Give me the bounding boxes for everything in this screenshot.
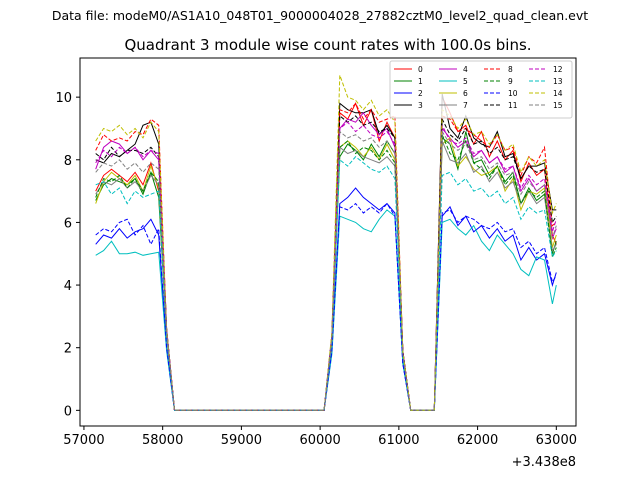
data-file-label: Data file: modeM0/AS1A10_048T01_90000040…: [52, 8, 588, 23]
legend-label-9: 9: [508, 77, 513, 86]
x-tick-label: 59000: [221, 433, 262, 448]
x-tick-label: 61000: [378, 433, 419, 448]
legend-label-5: 5: [463, 77, 468, 86]
x-axis: 57000 58000 59000 60000 61000 62000 63000: [63, 426, 577, 448]
legend-label-8: 8: [508, 65, 513, 74]
legend-label-6: 6: [463, 89, 468, 98]
series-line-14: [95, 75, 557, 411]
legend-label-0: 0: [418, 65, 423, 74]
plot-frame: [79, 57, 577, 427]
y-tick-label: 0: [64, 404, 72, 419]
legend-label-2: 2: [418, 89, 423, 98]
legend-label-14: 14: [553, 89, 563, 98]
legend-label-12: 12: [553, 65, 563, 74]
x-offset-label: +3.438e8: [512, 455, 576, 470]
legend-label-10: 10: [508, 89, 518, 98]
series-line-12: [95, 121, 557, 411]
legend-label-13: 13: [553, 77, 563, 86]
x-tick-label: 63000: [536, 433, 577, 448]
series-line-0: [95, 96, 557, 411]
legend-label-1: 1: [418, 77, 423, 86]
legend-label-7: 7: [463, 101, 468, 110]
y-axis: 0 2 4 6 8 10: [55, 91, 80, 419]
series-line-13: [95, 156, 557, 411]
legend-label-15: 15: [553, 101, 563, 110]
chart-title: Quadrant 3 module wise count rates with …: [124, 36, 531, 54]
series-line-4: [95, 111, 557, 411]
y-tick-label: 2: [64, 342, 72, 357]
series-lines: [95, 75, 557, 411]
series-line-3: [95, 93, 557, 411]
legend-box: [389, 60, 573, 119]
y-tick-label: 8: [64, 154, 72, 169]
y-tick-label: 6: [64, 216, 72, 231]
series-line-15: [95, 129, 557, 411]
legend-label-11: 11: [508, 101, 518, 110]
legend-label-4: 4: [463, 65, 468, 74]
x-tick-label: 62000: [457, 433, 498, 448]
x-tick-label: 57000: [63, 433, 104, 448]
x-tick-label: 60000: [299, 433, 340, 448]
legend-label-3: 3: [418, 101, 423, 110]
x-tick-label: 58000: [142, 433, 183, 448]
y-tick-label: 4: [64, 279, 72, 294]
y-tick-label: 10: [55, 91, 72, 106]
